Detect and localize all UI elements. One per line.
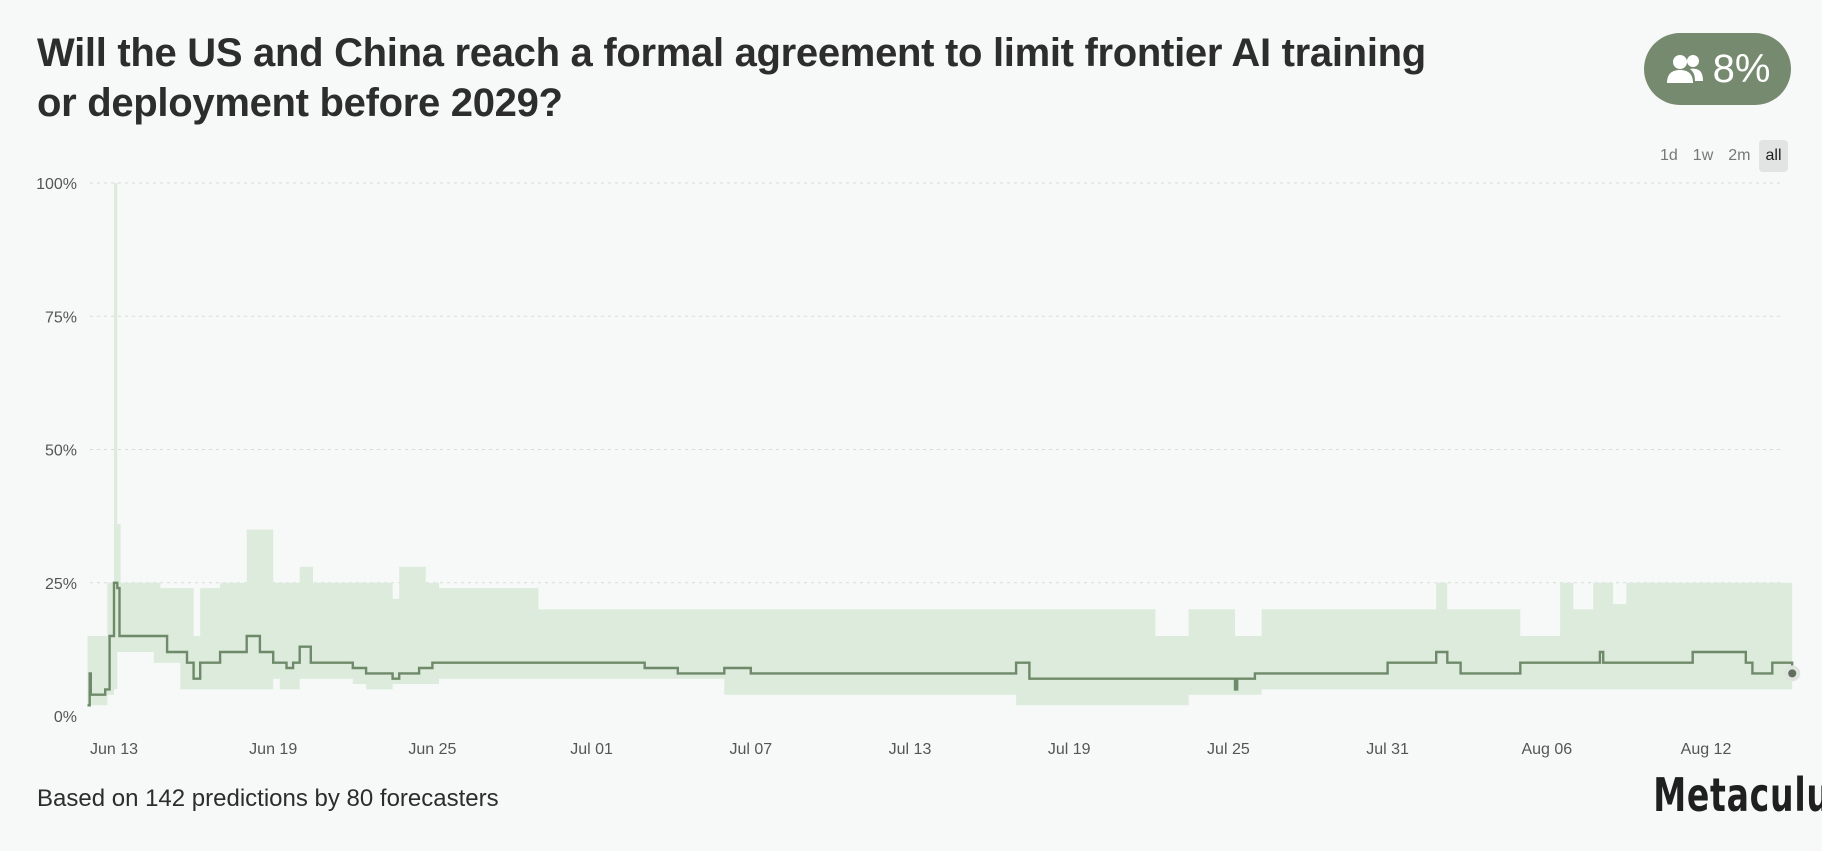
x-tick-label: Aug 06 bbox=[1521, 741, 1572, 758]
people-icon bbox=[1666, 55, 1703, 83]
range-button-2m[interactable]: 2m bbox=[1728, 147, 1751, 164]
y-tick-label: 25% bbox=[45, 576, 77, 593]
x-tick-label: Jul 07 bbox=[729, 741, 772, 758]
time-range-selector: 1d 1w 2m all bbox=[1654, 140, 1788, 172]
range-button-all[interactable]: all bbox=[1759, 140, 1788, 172]
x-tick-label: Jun 25 bbox=[408, 741, 456, 758]
y-tick-label: 100% bbox=[36, 176, 77, 193]
metaculus-logo: Metaculus bbox=[1653, 768, 1822, 822]
x-tick-label: Jul 31 bbox=[1366, 741, 1409, 758]
x-tick-label: Jul 25 bbox=[1207, 741, 1250, 758]
y-tick-label: 50% bbox=[45, 443, 77, 460]
x-tick-label: Jun 13 bbox=[90, 741, 138, 758]
x-tick-label: Aug 12 bbox=[1681, 741, 1732, 758]
y-tick-label: 75% bbox=[45, 309, 77, 326]
x-tick-label: Jul 01 bbox=[570, 741, 613, 758]
y-tick-label: 0% bbox=[54, 709, 77, 726]
community-prediction-value: 8% bbox=[1712, 46, 1771, 91]
confidence-band bbox=[87, 183, 1793, 706]
question-title: Will the US and China reach a formal agr… bbox=[37, 31, 1426, 125]
forecast-line bbox=[87, 581, 1794, 707]
range-button-1w[interactable]: 1w bbox=[1692, 147, 1714, 164]
current-value-marker bbox=[1788, 669, 1797, 678]
x-tick-label: Jul 13 bbox=[889, 741, 932, 758]
community-prediction-badge: 8% bbox=[1644, 33, 1791, 105]
prediction-summary: Based on 142 predictions by 80 forecaste… bbox=[37, 785, 499, 812]
range-button-1d[interactable]: 1d bbox=[1660, 147, 1678, 164]
x-tick-label: Jun 19 bbox=[249, 741, 297, 758]
x-tick-label: Jul 19 bbox=[1048, 741, 1091, 758]
